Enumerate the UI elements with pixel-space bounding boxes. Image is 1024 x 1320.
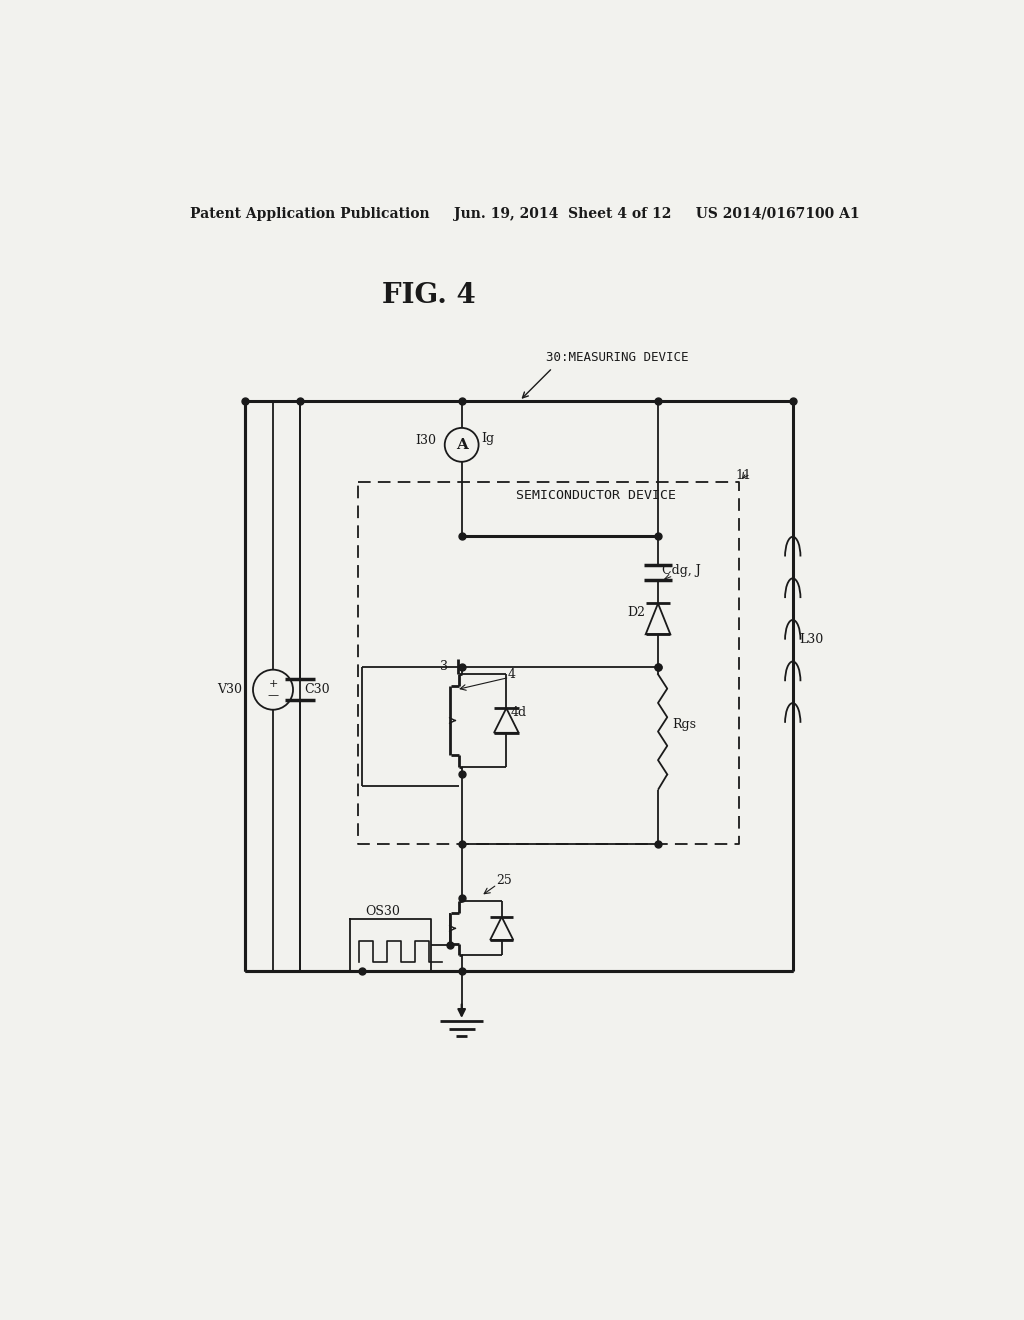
Text: L30: L30 xyxy=(799,634,823,647)
Text: A: A xyxy=(456,438,468,451)
Text: Ig: Ig xyxy=(481,432,495,445)
Text: 11: 11 xyxy=(736,469,752,482)
Text: OS30: OS30 xyxy=(365,906,399,917)
Text: 30:MEASURING DEVICE: 30:MEASURING DEVICE xyxy=(547,351,689,363)
Text: C30: C30 xyxy=(304,684,330,696)
Text: FIG. 4: FIG. 4 xyxy=(382,282,476,309)
Text: Cdg, J: Cdg, J xyxy=(662,564,700,577)
Text: +
—: + — xyxy=(267,678,279,701)
Text: 4d: 4d xyxy=(511,705,527,718)
Text: Patent Application Publication     Jun. 19, 2014  Sheet 4 of 12     US 2014/0167: Patent Application Publication Jun. 19, … xyxy=(190,207,859,220)
Text: V30: V30 xyxy=(217,684,243,696)
Text: 4: 4 xyxy=(508,668,516,681)
Text: D2: D2 xyxy=(628,606,645,619)
Text: 25: 25 xyxy=(497,874,512,887)
Text: 3: 3 xyxy=(440,660,449,673)
Text: Rgs: Rgs xyxy=(672,718,696,731)
Text: I30: I30 xyxy=(416,434,436,447)
Text: SEMICONDUCTOR DEVICE: SEMICONDUCTOR DEVICE xyxy=(515,490,676,502)
